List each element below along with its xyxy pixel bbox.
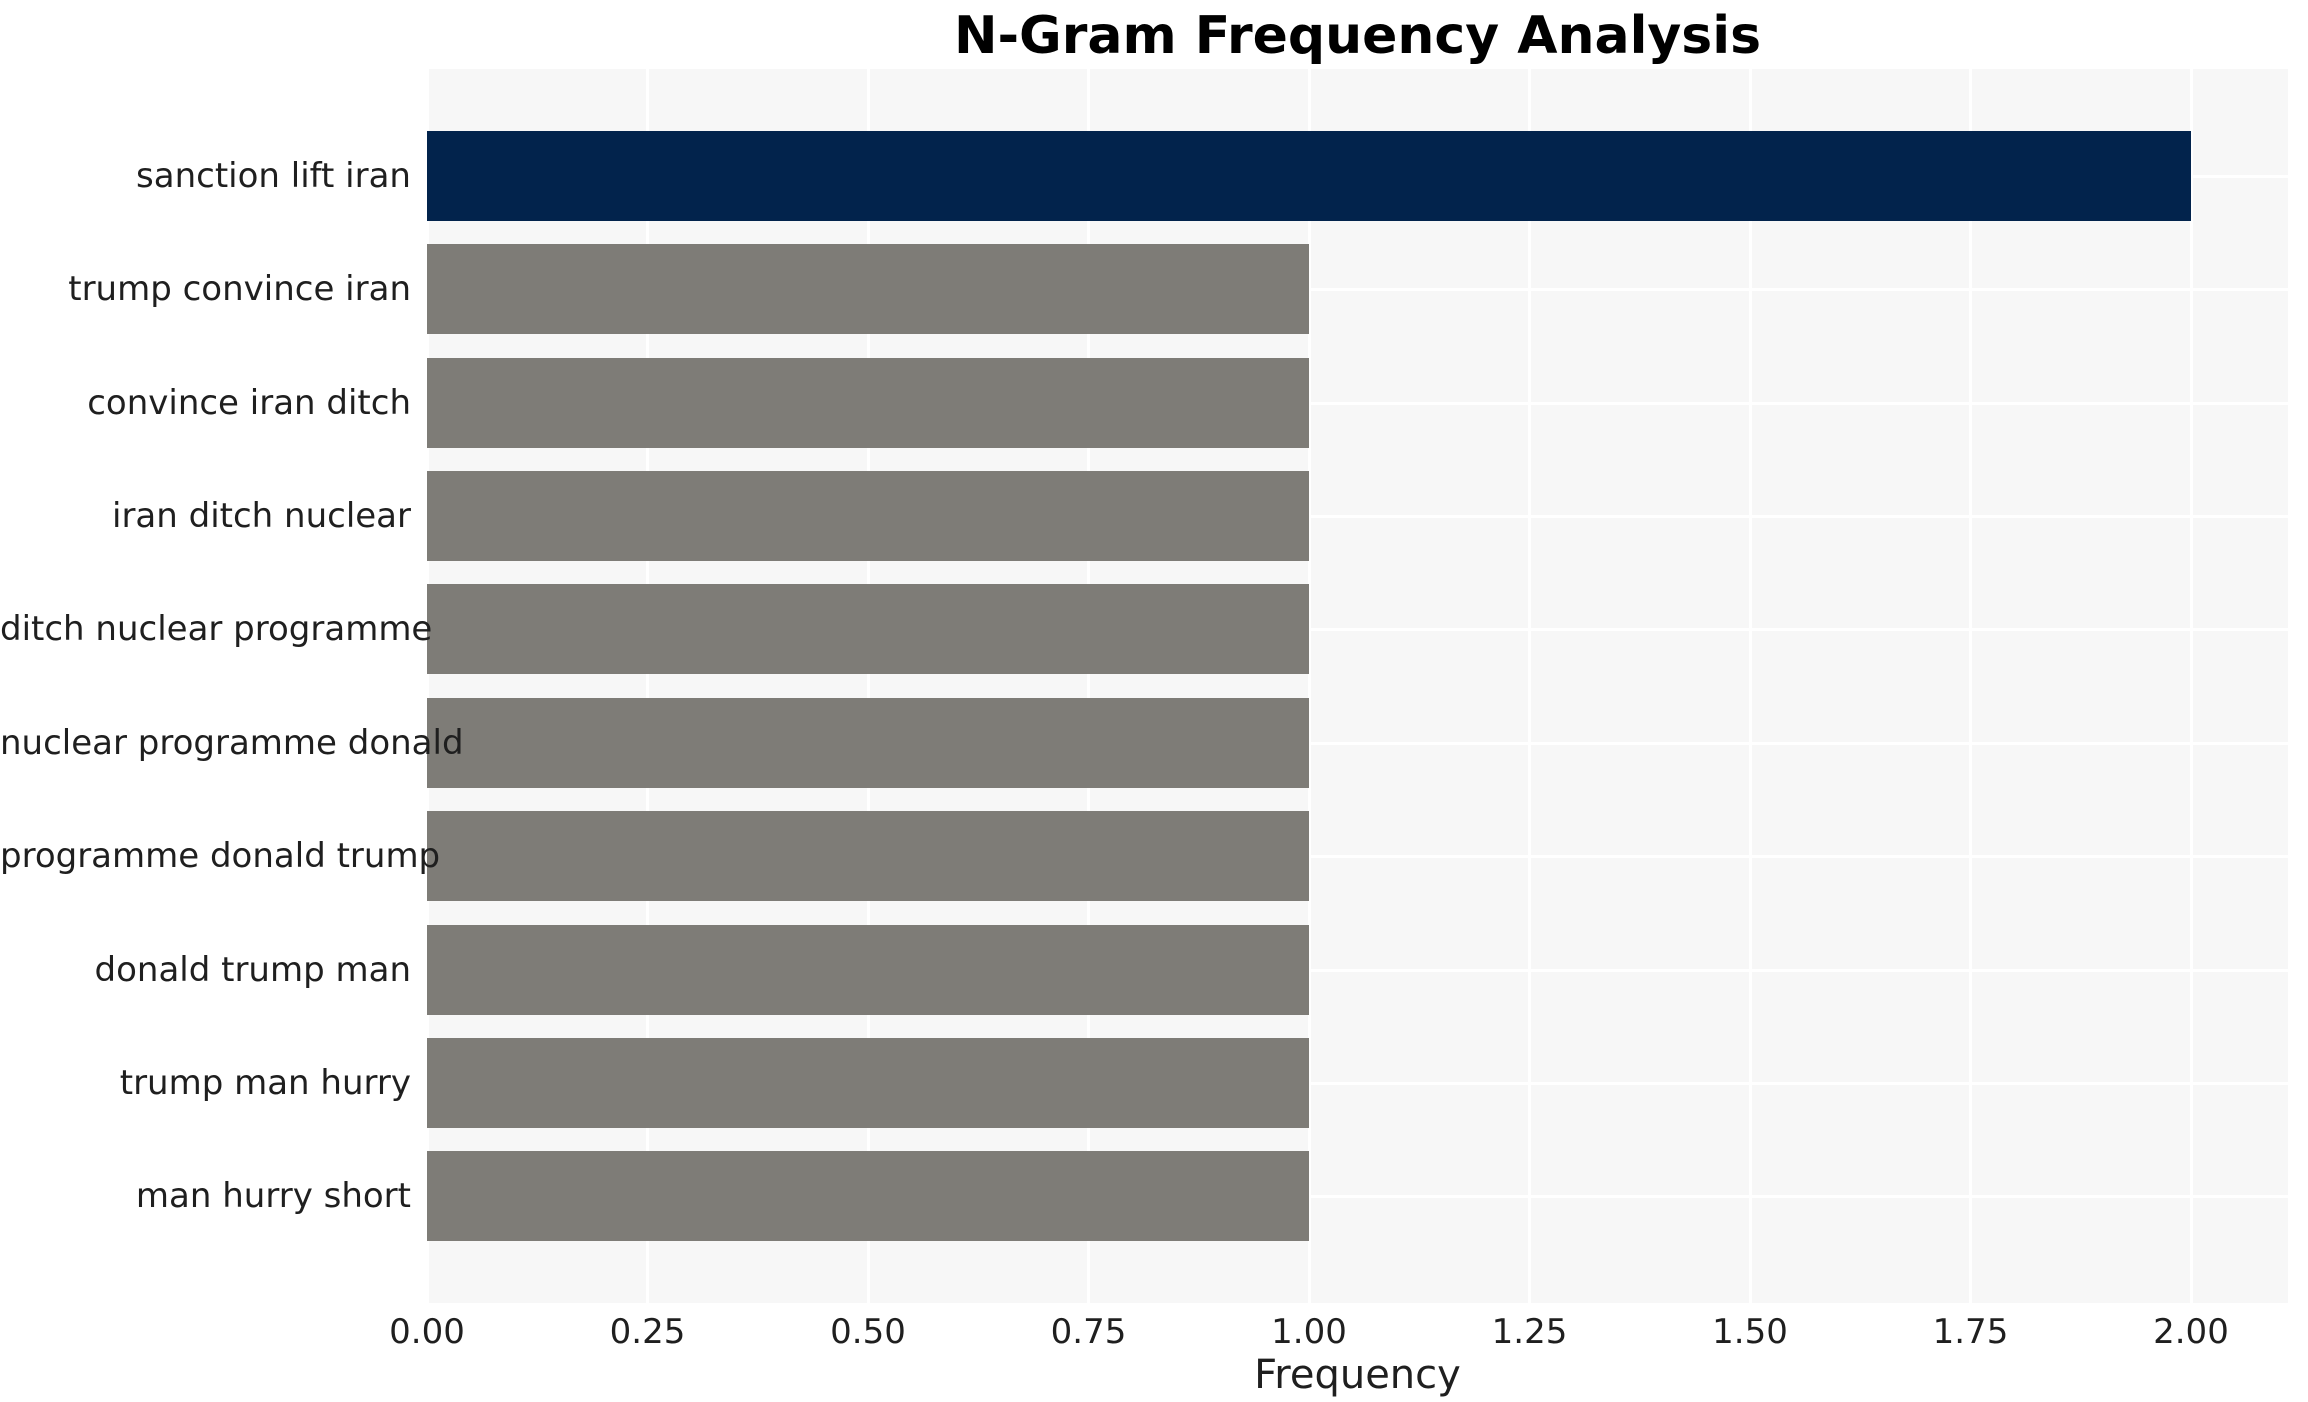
y-axis-labels: sanction lift iran trump convince iran con… bbox=[0, 69, 464, 1303]
horizontal-gridline bbox=[427, 855, 2288, 859]
chart-title: N-Gram Frequency Analysis bbox=[953, 6, 1762, 66]
vertical-gridline bbox=[1528, 69, 1532, 1303]
vertical-gridline bbox=[2189, 69, 2193, 1303]
y-tick-label: trump convince iran bbox=[68, 269, 411, 310]
x-axis-title: Frequency bbox=[1254, 1352, 1461, 1398]
x-tick-label: 1.50 bbox=[1712, 1312, 1788, 1352]
horizontal-gridline bbox=[427, 741, 2288, 745]
x-tick-label: 0.25 bbox=[609, 1312, 686, 1352]
vertical-gridline bbox=[1087, 69, 1091, 1303]
bar bbox=[427, 584, 1309, 675]
x-tick-label: 0.75 bbox=[1050, 1312, 1127, 1352]
bar bbox=[427, 130, 2191, 221]
x-tick-label: 1.75 bbox=[1932, 1312, 2009, 1352]
horizontal-gridline bbox=[427, 1195, 2288, 1199]
bar bbox=[427, 1037, 1309, 1128]
bar bbox=[427, 697, 1309, 788]
bar bbox=[427, 811, 1309, 902]
horizontal-gridline bbox=[427, 628, 2288, 632]
x-tick-label: 1.00 bbox=[1271, 1312, 1347, 1352]
horizontal-gridline bbox=[427, 1081, 2288, 1085]
plot-area bbox=[426, 69, 2288, 1303]
vertical-gridline bbox=[1307, 69, 1311, 1303]
bar bbox=[427, 470, 1309, 561]
vertical-gridline bbox=[1969, 69, 1973, 1303]
y-tick-label: ditch nuclear programme bbox=[0, 609, 433, 650]
bar bbox=[427, 244, 1309, 335]
x-tick-label: 2.00 bbox=[2153, 1312, 2229, 1352]
horizontal-gridline bbox=[427, 514, 2288, 518]
y-tick-label: donald trump man bbox=[94, 949, 411, 990]
x-tick-label: 1.25 bbox=[1491, 1312, 1568, 1352]
vertical-gridline bbox=[866, 69, 870, 1303]
horizontal-gridline bbox=[427, 288, 2288, 292]
bar bbox=[427, 357, 1309, 448]
y-tick-label: sanction lift iran bbox=[136, 155, 411, 196]
y-tick-label: trump man hurry bbox=[119, 1062, 411, 1103]
y-tick-label: nuclear programme donald bbox=[0, 722, 464, 763]
vertical-gridline bbox=[426, 69, 429, 1303]
x-axis-ticks: 0.00 0.25 0.50 0.75 1.00 1.25 1.50 1.75 2.00 bbox=[389, 1312, 2288, 1355]
vertical-gridline bbox=[646, 69, 650, 1303]
y-tick-label: programme donald trump bbox=[0, 836, 441, 877]
bar bbox=[427, 1151, 1309, 1242]
x-tick-label: 0.50 bbox=[830, 1312, 906, 1352]
x-tick-label: 0.00 bbox=[389, 1312, 465, 1352]
y-tick-label: convince iran ditch bbox=[87, 382, 411, 423]
bar-layer bbox=[427, 69, 2288, 1303]
y-tick-label: iran ditch nuclear bbox=[112, 495, 411, 536]
horizontal-gridline bbox=[427, 968, 2288, 972]
bar bbox=[427, 924, 1309, 1015]
horizontal-gridline bbox=[427, 401, 2288, 405]
y-tick-label: man hurry short bbox=[135, 1176, 411, 1217]
vertical-gridline bbox=[1748, 69, 1752, 1303]
